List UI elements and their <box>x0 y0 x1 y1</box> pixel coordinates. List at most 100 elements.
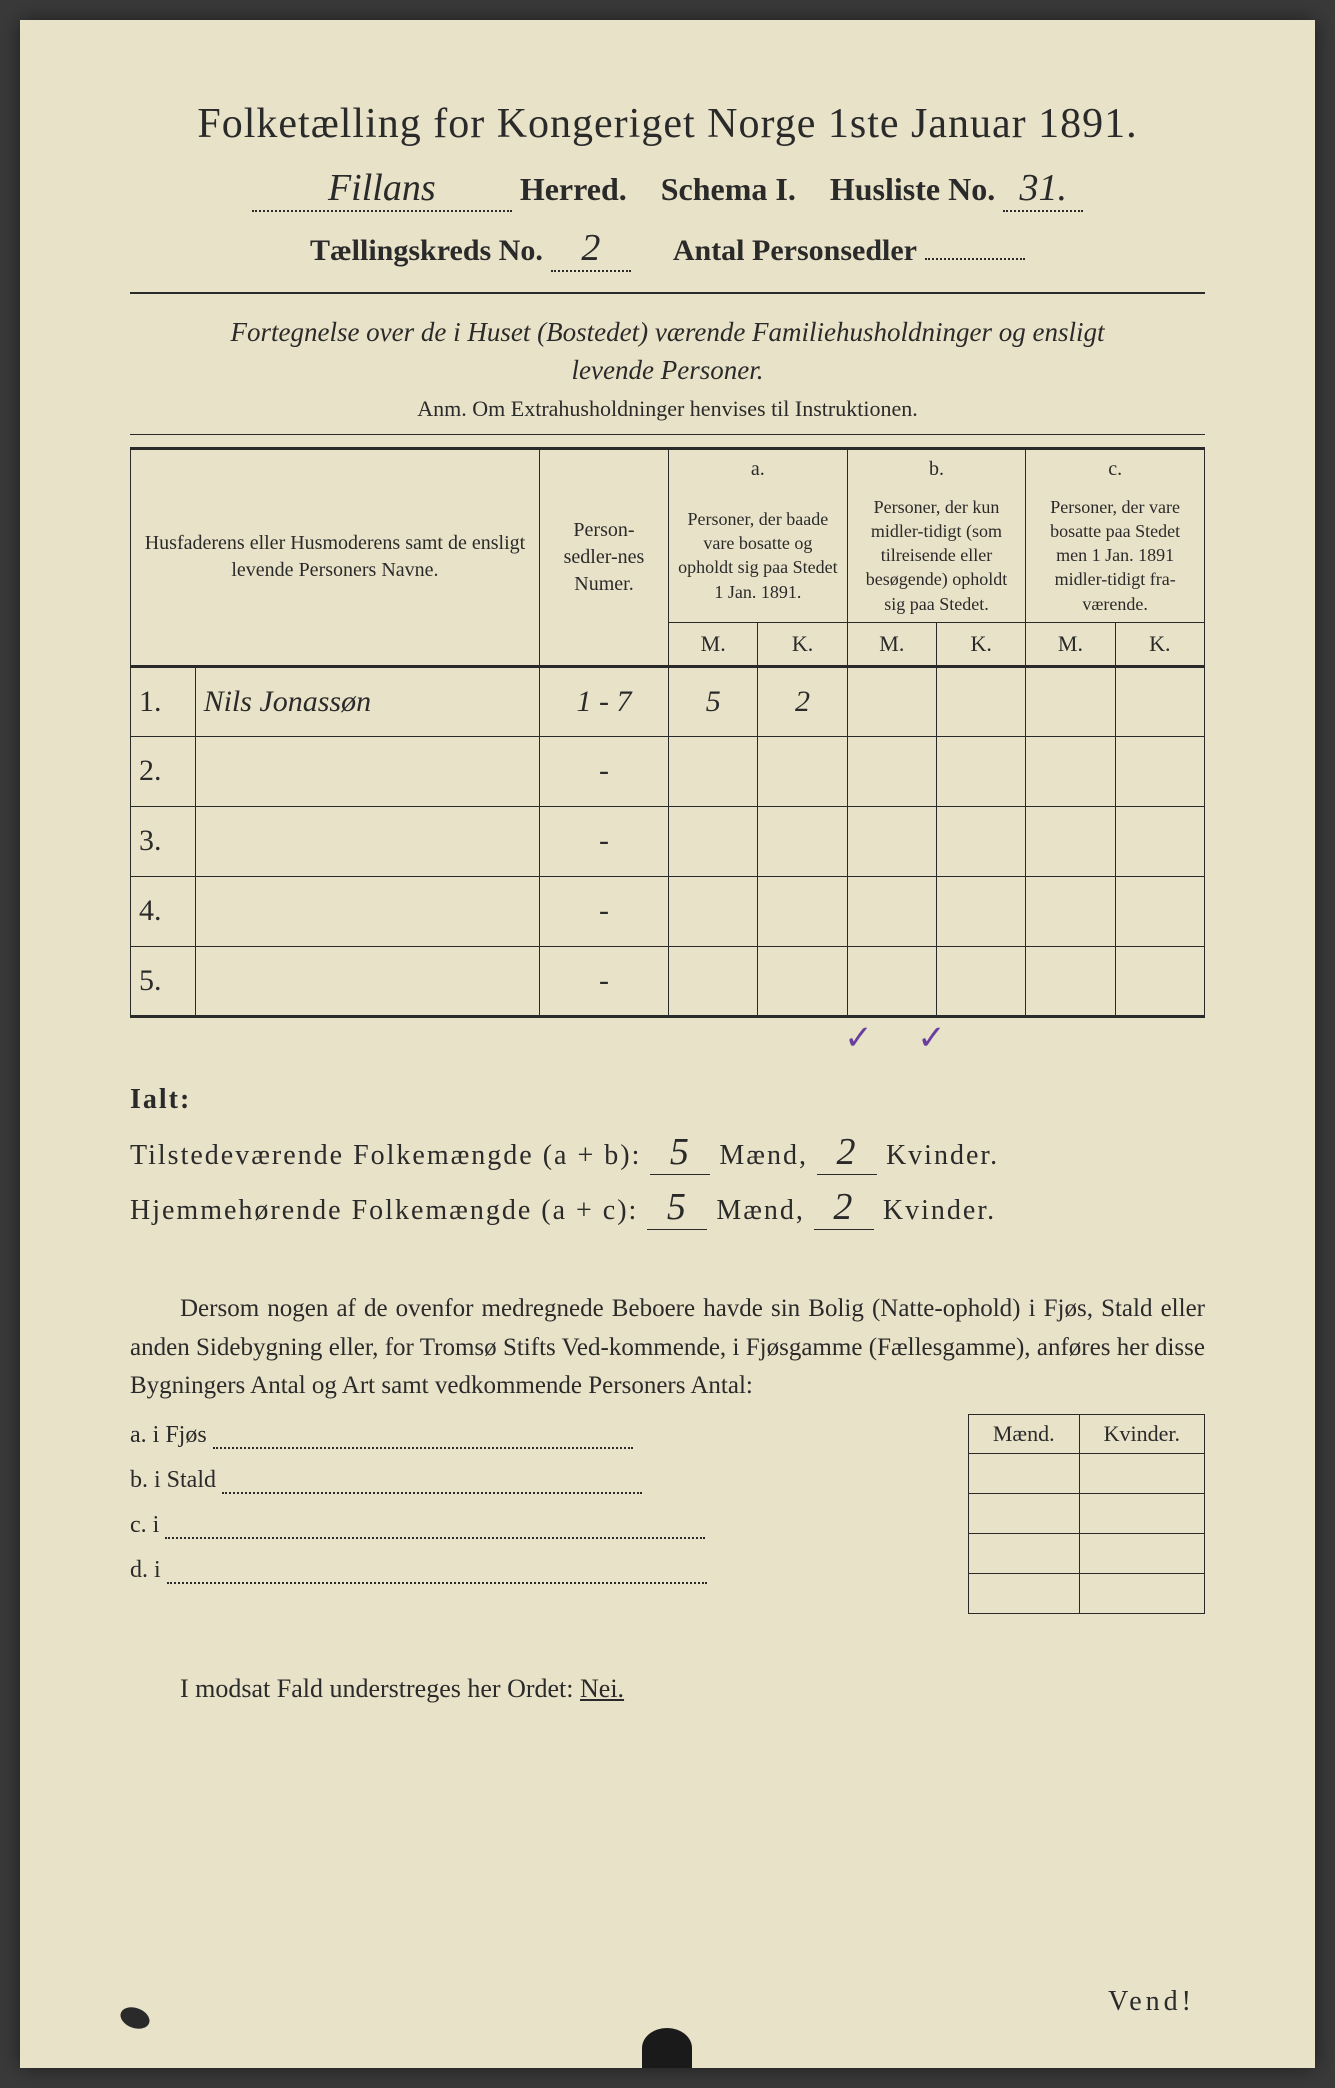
census-table: Husfaderens eller Husmoderens samt de en… <box>130 447 1205 1018</box>
row-cK <box>1115 806 1204 876</box>
row-numers: - <box>539 736 668 806</box>
side-cell <box>1079 1454 1204 1494</box>
row-bM <box>847 806 936 876</box>
table-row: 2. - <box>131 736 1205 806</box>
dotted-b <box>222 1470 642 1494</box>
dotted-a <box>213 1425 633 1449</box>
tot2-label: Hjemmehørende Folkemængde (a + c): <box>130 1195 638 1226</box>
row-num: 3. <box>131 806 196 876</box>
side-cell <box>968 1534 1079 1574</box>
row-bM <box>847 666 936 736</box>
row-num: 2. <box>131 736 196 806</box>
side-maend: Mænd. <box>968 1415 1079 1454</box>
maend-label: Mænd, <box>719 1140 808 1171</box>
line-d-label: d. i <box>130 1557 161 1583</box>
th-c: Personer, der vare bosatte paa Stedet me… <box>1026 489 1205 623</box>
row-aM <box>669 736 758 806</box>
row-aM: 5 <box>669 666 758 736</box>
th-c-label: c. <box>1026 448 1205 489</box>
th-c-k: K. <box>1115 623 1204 667</box>
husliste-value: 31. <box>1003 166 1083 212</box>
herred-label: Herred. <box>520 171 627 208</box>
subtitle: Fortegnelse over de i Huset (Bostedet) v… <box>130 314 1205 390</box>
rule-2 <box>130 434 1205 435</box>
line-b-label: b. i Stald <box>130 1467 216 1493</box>
row-num: 5. <box>131 946 196 1016</box>
th-b-m: M. <box>847 623 936 667</box>
row-bK <box>936 666 1025 736</box>
subtitle-l1: Fortegnelse over de i Huset (Bostedet) v… <box>230 317 1104 347</box>
kvinder-label2: Kvinder. <box>883 1195 996 1226</box>
table-row: 4. - <box>131 876 1205 946</box>
row-numers: - <box>539 806 668 876</box>
row-name: Nils Jonassøn <box>195 666 539 736</box>
row-aM <box>669 876 758 946</box>
th-a: Personer, der baade vare bosatte og opho… <box>669 489 848 623</box>
th-b: Personer, der kun midler-tidigt (som til… <box>847 489 1026 623</box>
row-bK <box>936 736 1025 806</box>
row-numers: 1 - 7 <box>539 666 668 736</box>
check-marks: ✓ ✓ <box>603 1018 1205 1058</box>
th-num: Person-sedler-nes Numer. <box>539 448 668 666</box>
row-aK <box>758 946 847 1016</box>
ink-blot <box>642 2028 692 2068</box>
row-num: 4. <box>131 876 196 946</box>
row-cM <box>1026 806 1115 876</box>
row-bK <box>936 876 1025 946</box>
th-a-k: K. <box>758 623 847 667</box>
husliste-label: Husliste No. <box>830 171 995 208</box>
paper-tear <box>117 2003 152 2032</box>
row-aK <box>758 876 847 946</box>
side-table: Mænd. Kvinder. <box>968 1414 1205 1614</box>
side-cell <box>968 1494 1079 1534</box>
th-c-m: M. <box>1026 623 1115 667</box>
ialt-label: Ialt: <box>130 1084 1205 1116</box>
antal-label: Antal Personsedler <box>673 234 917 268</box>
schema-label: Schema I. <box>661 171 796 208</box>
nei-word: Nei. <box>580 1674 624 1703</box>
side-cell <box>968 1454 1079 1494</box>
bottom-paragraph: Dersom nogen af de ovenfor medregnede Be… <box>130 1290 1205 1406</box>
row-aM <box>669 806 758 876</box>
th-a-label: a. <box>669 448 848 489</box>
row-numers: - <box>539 946 668 1016</box>
side-cell <box>968 1574 1079 1614</box>
side-kvinder: Kvinder. <box>1079 1415 1204 1454</box>
tot1-k: 2 <box>817 1130 877 1175</box>
kvinder-label: Kvinder. <box>886 1140 999 1171</box>
row-cK <box>1115 876 1204 946</box>
th-b-label: b. <box>847 448 1026 489</box>
anm-note: Anm. Om Extrahusholdninger henvises til … <box>130 396 1205 422</box>
row-aK: 2 <box>758 666 847 736</box>
th-name: Husfaderens eller Husmoderens samt de en… <box>131 448 540 666</box>
row-cK <box>1115 946 1204 1016</box>
census-form-page: Folketælling for Kongeriget Norge 1ste J… <box>20 20 1315 2068</box>
row-cK <box>1115 736 1204 806</box>
antal-value <box>925 258 1025 260</box>
row-bK <box>936 946 1025 1016</box>
tot2-k: 2 <box>814 1185 874 1230</box>
subtitle-l2: levende Personer. <box>572 355 764 385</box>
kreds-line: Tællingskreds No. 2 Antal Personsedler <box>130 226 1205 272</box>
row-name <box>195 806 539 876</box>
row-cM <box>1026 666 1115 736</box>
rule-1 <box>130 292 1205 294</box>
dotted-d <box>167 1560 707 1584</box>
row-bM <box>847 946 936 1016</box>
totals-row-2: Hjemmehørende Folkemængde (a + c): 5 Mæn… <box>130 1185 1205 1230</box>
th-a-m: M. <box>669 623 758 667</box>
line-a-label: a. i Fjøs <box>130 1422 207 1448</box>
vend-label: Vend! <box>1108 1986 1195 2018</box>
row-cM <box>1026 876 1115 946</box>
tot1-m: 5 <box>650 1130 710 1175</box>
totals-row-1: Tilstedeværende Folkemængde (a + b): 5 M… <box>130 1130 1205 1175</box>
table-row: 3. - <box>131 806 1205 876</box>
side-cell <box>1079 1494 1204 1534</box>
dotted-c <box>165 1515 705 1539</box>
herred-value: Fillans <box>252 166 512 212</box>
kreds-value: 2 <box>551 226 631 272</box>
tot2-m: 5 <box>647 1185 707 1230</box>
row-name <box>195 736 539 806</box>
modsat-text: I modsat Fald understreges her Ordet: <box>180 1674 574 1703</box>
herred-line: Fillans Herred. Schema I. Husliste No. 3… <box>130 166 1205 212</box>
